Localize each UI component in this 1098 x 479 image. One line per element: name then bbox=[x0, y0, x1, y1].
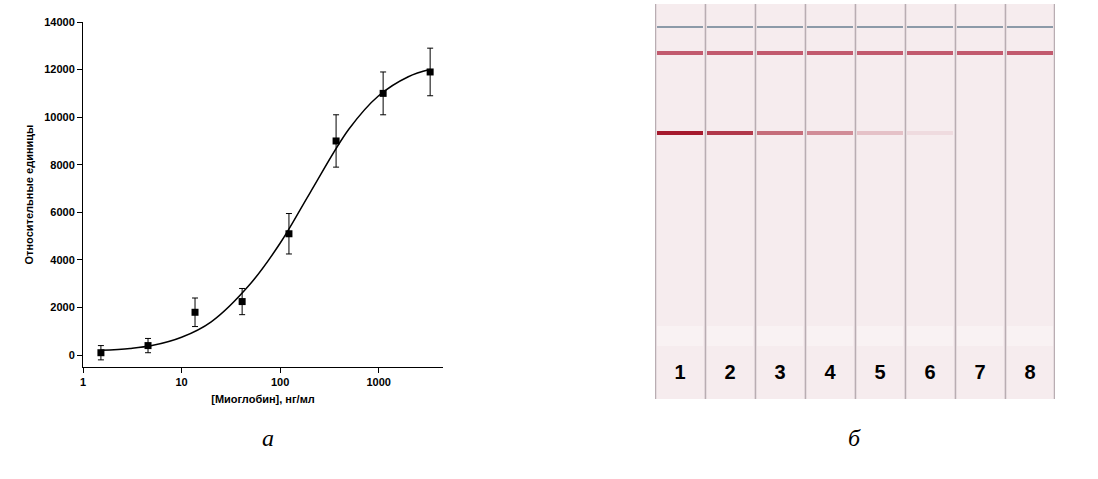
svg-text:1: 1 bbox=[80, 376, 86, 388]
svg-text:2000: 2000 bbox=[50, 301, 74, 313]
svg-text:1: 1 bbox=[674, 361, 685, 383]
svg-text:3: 3 bbox=[774, 361, 785, 383]
svg-text:100: 100 bbox=[271, 376, 289, 388]
svg-text:7: 7 bbox=[974, 361, 985, 383]
svg-text:14000: 14000 bbox=[44, 16, 75, 28]
svg-text:8000: 8000 bbox=[50, 159, 74, 171]
svg-text:8: 8 bbox=[1024, 361, 1035, 383]
svg-text:6000: 6000 bbox=[50, 206, 74, 218]
svg-text:0: 0 bbox=[69, 349, 75, 361]
svg-text:5: 5 bbox=[874, 361, 885, 383]
html-text:б: б bbox=[848, 425, 861, 451]
svg-text:[Миоглобин], нг/мл: [Миоглобин], нг/мл bbox=[211, 393, 315, 405]
svg-text:1000: 1000 bbox=[366, 376, 390, 388]
svg-text:4: 4 bbox=[824, 361, 836, 383]
svg-text:10: 10 bbox=[175, 376, 187, 388]
svg-text:6: 6 bbox=[924, 361, 935, 383]
svg-text:4000: 4000 bbox=[50, 254, 74, 266]
svg-text:12000: 12000 bbox=[44, 63, 75, 75]
svg-text:2: 2 bbox=[724, 361, 735, 383]
svg-text:Относительные единицы: Относительные единицы bbox=[23, 125, 35, 265]
html-text:а: а bbox=[262, 425, 274, 451]
svg-text:10000: 10000 bbox=[44, 111, 75, 123]
